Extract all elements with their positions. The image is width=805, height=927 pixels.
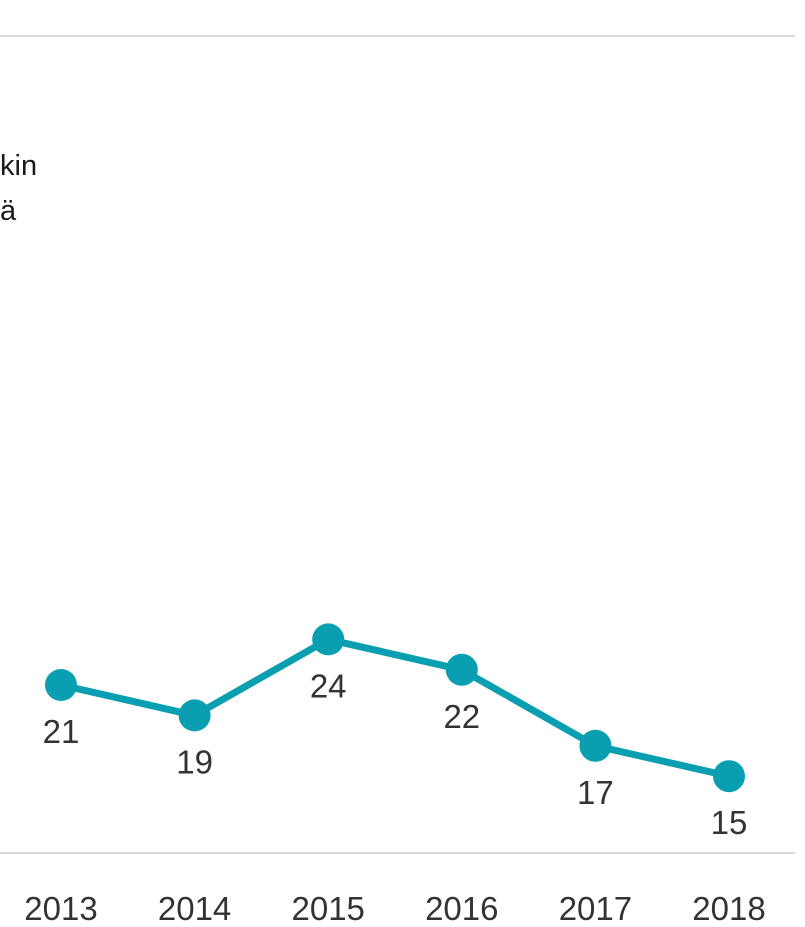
- x-tick-label-2013: 2013: [24, 890, 97, 927]
- data-label-2015: 24: [310, 667, 347, 704]
- x-tick-label-2014: 2014: [158, 890, 231, 927]
- data-label-2016: 22: [443, 698, 480, 735]
- x-tick-label-2015: 2015: [291, 890, 364, 927]
- data-label-2018: 15: [711, 804, 748, 841]
- data-point-2016: [445, 653, 478, 686]
- data-point-2015: [312, 623, 345, 656]
- data-label-2017: 17: [577, 774, 614, 811]
- series-line: [60, 635, 730, 780]
- data-point-2017: [579, 729, 612, 762]
- x-tick-label-2018: 2018: [692, 890, 765, 927]
- data-point-2014: [178, 699, 211, 732]
- data-point-2018: [713, 760, 745, 793]
- x-tick-label-2017: 2017: [559, 890, 632, 927]
- title-fragment-line-2: ä: [0, 195, 17, 227]
- data-label-2013: 21: [43, 713, 80, 750]
- data-point-2013: [45, 669, 77, 701]
- x-tick-label-2016: 2016: [425, 890, 498, 927]
- data-label-2014: 19: [176, 743, 213, 780]
- title-fragment-line-1: kin: [0, 150, 38, 182]
